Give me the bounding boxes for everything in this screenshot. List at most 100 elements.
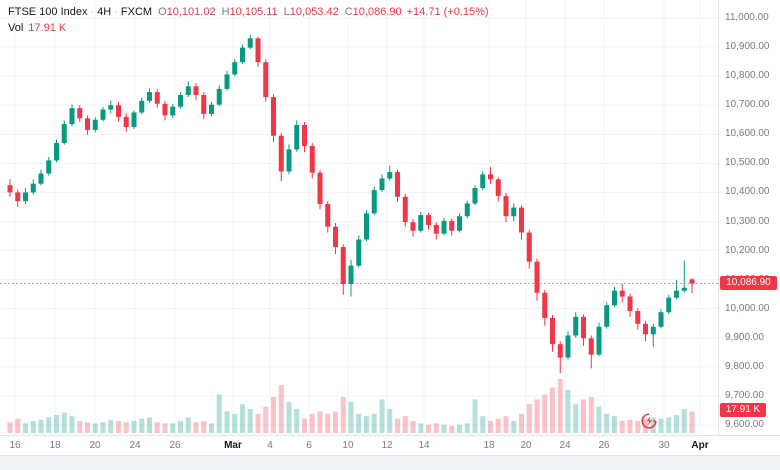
price-tick-label: 10,700.00 xyxy=(725,99,770,111)
candle-body xyxy=(100,109,106,120)
candle-body xyxy=(364,213,369,240)
time-tick-label: 16 xyxy=(9,440,21,451)
price-tick-label: 10,400.00 xyxy=(725,186,770,198)
price-tick-label: 9,800.00 xyxy=(725,360,764,372)
candle-body xyxy=(348,265,354,285)
price-axis[interactable]: 11,000.00 10,900.00 10,800.00 10,700.00 10,6… xyxy=(718,0,780,455)
candle-body xyxy=(519,207,524,233)
volume-bar xyxy=(418,423,424,433)
volume-bar xyxy=(480,416,486,433)
candle-body xyxy=(108,105,114,110)
time-tick-label: 6 xyxy=(306,440,312,451)
candle-body xyxy=(201,95,207,114)
candle-body xyxy=(503,195,509,217)
volume-bar xyxy=(185,417,191,433)
time-tick-label: 4 xyxy=(267,440,273,451)
candle-body xyxy=(302,124,307,146)
volume-bar xyxy=(309,413,315,433)
time-tick-label: 10 xyxy=(342,440,354,451)
change-value: +14.71 (+0.15%) xyxy=(406,6,489,18)
volume-bar xyxy=(302,418,307,433)
candle-body xyxy=(650,326,656,335)
candle-body xyxy=(635,311,641,324)
price-tick-label: 9,600.00 xyxy=(725,419,764,430)
time-tick-label: 18 xyxy=(49,440,61,451)
open-label: O xyxy=(158,6,167,18)
volume-bar xyxy=(15,418,21,433)
time-axis[interactable]: 16 18 20 24 26 Mar 4 6 10 12 14 18 20 24 26 30 Apr xyxy=(0,435,780,456)
candle-body xyxy=(643,323,648,335)
low-value: 10,053.42 xyxy=(289,6,339,18)
volume-bar xyxy=(85,422,90,433)
candle-body xyxy=(61,124,67,144)
candle-body xyxy=(263,62,269,98)
candle-body xyxy=(255,38,261,63)
refresh-realtime-icon[interactable] xyxy=(640,412,658,430)
candlestick-chart[interactable] xyxy=(0,0,718,435)
candle-body xyxy=(674,290,679,298)
candle-body xyxy=(123,116,129,128)
candle-body xyxy=(131,112,137,128)
volume-bar xyxy=(23,423,28,433)
candle-body xyxy=(271,97,276,136)
candle-body xyxy=(418,215,424,231)
price-tick-label: 9,900.00 xyxy=(725,331,764,343)
volume-bar xyxy=(139,418,145,433)
volume-bar xyxy=(488,421,493,433)
volume-bar xyxy=(7,422,13,433)
high-label: H xyxy=(221,6,230,18)
interval-label[interactable]: 4H xyxy=(97,6,112,18)
volume-bar xyxy=(30,421,36,433)
price-tick-label: 10,500.00 xyxy=(725,157,770,169)
candle-body xyxy=(193,86,199,96)
candle-body xyxy=(162,103,168,116)
time-tick-label: 20 xyxy=(520,440,532,451)
candle-body xyxy=(309,145,315,173)
candle-body xyxy=(23,192,28,202)
volume-bar xyxy=(69,416,75,433)
exchange-label[interactable]: FXCM xyxy=(120,6,153,18)
candle-body xyxy=(542,292,548,319)
candle-body xyxy=(433,224,439,234)
candle-body xyxy=(286,149,292,172)
candle-body xyxy=(30,183,36,193)
candle-body xyxy=(511,207,517,217)
volume-bar xyxy=(286,401,292,433)
volume-bar xyxy=(317,411,323,433)
volume-bar xyxy=(643,418,648,433)
volume-bar xyxy=(472,399,478,433)
candle-body xyxy=(480,174,486,189)
price-tick-label: 9,700.00 xyxy=(725,389,764,401)
volume-bar xyxy=(77,421,83,433)
candle-body xyxy=(325,204,331,227)
candle-body xyxy=(209,104,214,114)
legend-separator: · xyxy=(90,6,95,18)
candle-body xyxy=(15,192,21,202)
volume-bar xyxy=(449,425,455,433)
volume-bar xyxy=(410,421,416,433)
candle-body xyxy=(526,232,532,262)
volume-bar xyxy=(224,411,230,433)
volume-bar xyxy=(100,422,106,433)
volume-bar xyxy=(635,421,641,433)
candle-body xyxy=(604,305,610,327)
candle-body xyxy=(46,160,52,174)
candle-body xyxy=(178,95,183,107)
volume-bar xyxy=(340,397,346,433)
candle-body xyxy=(495,179,501,196)
volume-bar xyxy=(426,424,431,433)
volume-bar xyxy=(201,421,207,433)
volume-bar xyxy=(38,419,44,433)
candle-body xyxy=(596,326,602,355)
candle-body xyxy=(449,220,455,231)
volume-bar xyxy=(92,423,98,433)
time-tick-label: 30 xyxy=(658,440,670,451)
volume-bar xyxy=(619,421,625,433)
time-tick-label: 24 xyxy=(559,440,571,451)
time-tick-label: 12 xyxy=(381,440,393,451)
volume-bar xyxy=(526,404,532,433)
symbol-title[interactable]: FTSE 100 Index xyxy=(8,6,88,18)
candle-body xyxy=(7,185,13,193)
chart-pane[interactable]: FTSE 100 Index · 4H · FXCM O10,101.02 H10,105.… xyxy=(0,0,718,435)
candle-body xyxy=(371,190,377,214)
